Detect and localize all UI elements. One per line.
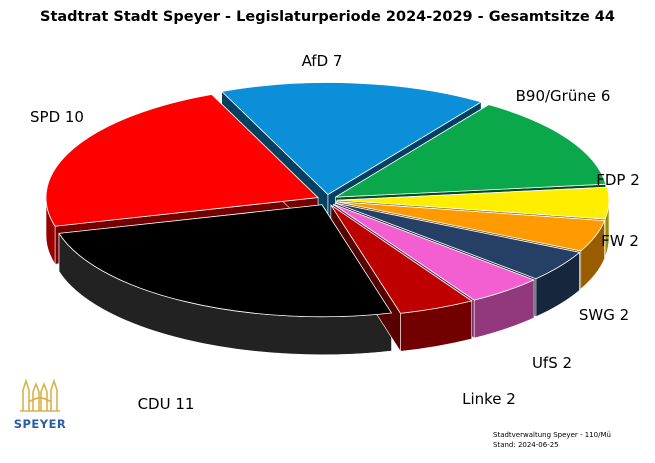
slice-label-fw: FW 2	[601, 232, 639, 250]
slice-ufs	[333, 203, 536, 301]
slice-label-linke: Linke 2	[462, 390, 516, 408]
slice-label-fdp: FDP 2	[596, 171, 640, 189]
logo-text: SPEYER	[13, 417, 67, 431]
slice-cdu	[58, 204, 393, 318]
speyer-logo: SPEYER	[8, 378, 72, 431]
footer-line-2: Stand: 2024-06-25	[493, 441, 559, 449]
slice-spd	[45, 94, 319, 227]
slice-fw	[336, 201, 606, 252]
footer-line-1: Stadtverwaltung Speyer - 110/Mü	[493, 431, 611, 439]
footer: Stadtverwaltung Speyer - 110/Mü Stand: 2…	[493, 430, 643, 450]
slice-b90-gr-ne	[335, 104, 607, 198]
slice-label-b90-gr-ne: B90/Grüne 6	[516, 87, 611, 105]
slice-label-cdu: CDU 11	[138, 395, 195, 413]
slice-swg	[335, 202, 581, 280]
slice-label-ufs: UfS 2	[532, 354, 572, 372]
slice-label-swg: SWG 2	[579, 306, 629, 324]
labels-layer: AfD 7 B90/Grüne 6 FDP 2 FW 2 SWG 2 UfS 2 Linke…	[30, 52, 640, 413]
slice-linke	[330, 204, 473, 314]
slices-layer	[45, 82, 610, 356]
slice-afd	[220, 82, 483, 196]
chart-title: Stadtrat Stadt Speyer - Legislaturperiod…	[40, 9, 615, 25]
slice-fdp	[336, 186, 610, 220]
slice-label-spd: SPD 10	[30, 108, 84, 126]
slice-label-afd: AfD 7	[302, 52, 343, 70]
speyer-cathedral-icon	[20, 378, 60, 412]
